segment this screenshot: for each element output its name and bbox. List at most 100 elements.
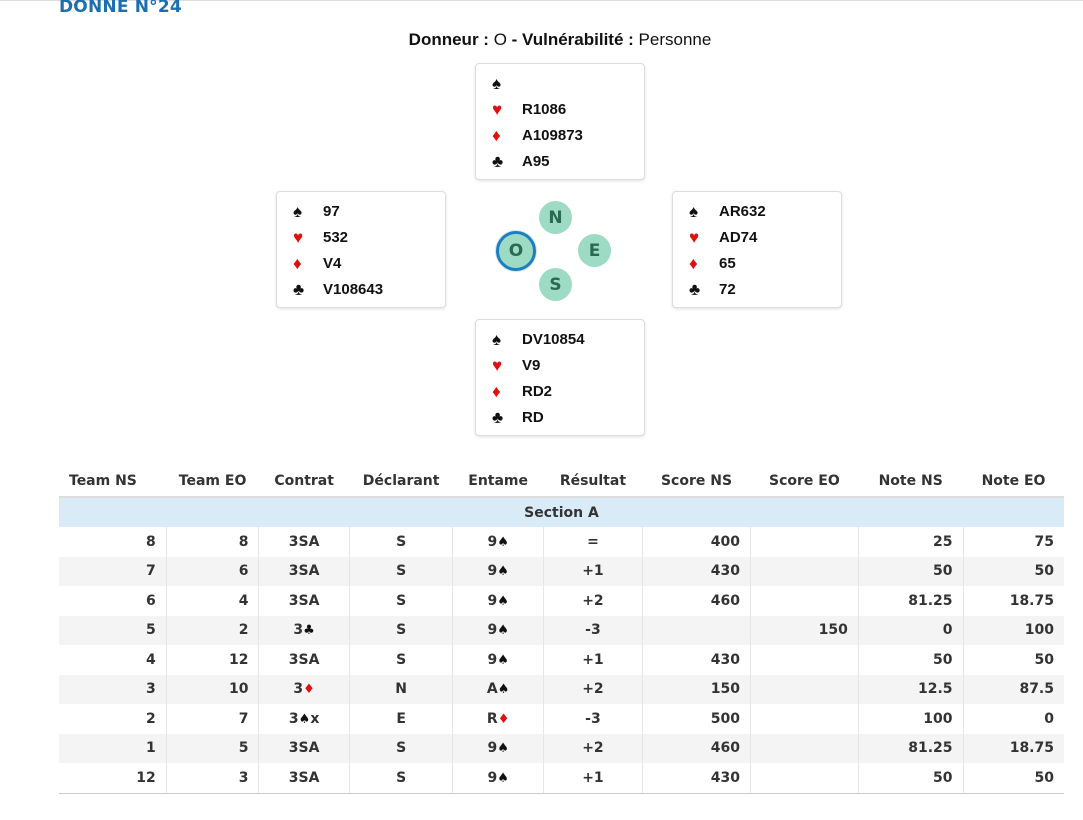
hand-row-hearts: ♥ AD74 <box>673 224 841 250</box>
table-row: 2 7 3♠x E R♦ -3 500 100 0 <box>59 704 1064 734</box>
cell-lead: 9♠ <box>452 527 544 557</box>
cell-lead: 9♠ <box>452 556 544 586</box>
dealer-label: Donneur : <box>408 30 489 49</box>
hand-row-spades: ♠ <box>476 70 644 96</box>
cell-contract: 3SA <box>258 556 350 586</box>
cell-lead: 9♠ <box>452 763 544 794</box>
result-value: = <box>587 533 599 550</box>
lead-suit-icon: ♠ <box>497 741 509 757</box>
cell-score-eo <box>750 674 859 704</box>
note-eo-value: 50 <box>1034 769 1054 786</box>
cell-contract: 3SA <box>258 763 350 794</box>
header-score-ns: Score NS <box>660 473 733 489</box>
note-ns-value: 50 <box>933 563 953 580</box>
note-eo-value: 100 <box>1024 622 1054 639</box>
diamond-icon: ♦ <box>492 125 501 145</box>
result-value: +1 <box>582 651 604 668</box>
cell-score-ns: 150 <box>642 674 751 704</box>
club-icon: ♣ <box>293 279 305 299</box>
score-ns-value: 500 <box>710 710 740 727</box>
section-row: Section A <box>59 497 1064 527</box>
cell-score-eo <box>750 733 859 763</box>
declarer-value: S <box>396 740 407 757</box>
note-ns-value: 12.5 <box>917 681 953 698</box>
cell-team-ns: 4 <box>59 645 167 675</box>
team-ns-value: 6 <box>145 592 156 609</box>
compass-east: E <box>578 234 611 267</box>
table-row: 8 8 3SA S 9♠ = 400 25 75 <box>59 527 1064 557</box>
team-eo-value: 2 <box>238 622 249 639</box>
vulnerability-value: Personne <box>638 30 712 49</box>
cell-result: = <box>543 527 644 557</box>
cards-hearts: 532 <box>323 228 349 246</box>
compass-south: S <box>539 268 572 301</box>
contract-value: 3 <box>293 681 304 698</box>
cell-note-eo: 50 <box>963 556 1064 586</box>
note-ns-value: 0 <box>942 622 953 639</box>
contract-value: 3SA <box>288 592 320 609</box>
cell-team-eo: 12 <box>166 645 260 675</box>
cell-note-ns: 50 <box>858 645 964 675</box>
spade-icon: ♠ <box>492 329 502 349</box>
cell-score-eo: 150 <box>750 615 859 645</box>
cell-result: +1 <box>543 763 644 794</box>
cell-note-eo: 18.75 <box>963 586 1064 616</box>
cell-contract: 3SA <box>258 645 350 675</box>
cell-lead: R♦ <box>452 704 544 734</box>
results-table: Team NS Team EO Contrat Déclarant Entame… <box>59 466 1064 794</box>
table-row: 5 2 3♣ S 9♠ -3 150 0 100 <box>59 615 1064 645</box>
cards-diamonds: V4 <box>323 254 342 272</box>
note-eo-value: 18.75 <box>1009 740 1054 757</box>
cell-note-ns: 25 <box>858 527 964 557</box>
note-ns-value: 50 <box>933 769 953 786</box>
cell-contract: 3♣ <box>258 615 350 645</box>
contract-value: 3SA <box>288 563 320 580</box>
diamond-icon: ♦ <box>689 253 698 273</box>
cell-declarer: S <box>349 733 454 763</box>
diamond-icon: ♦ <box>492 381 501 401</box>
cell-declarer: S <box>349 586 454 616</box>
note-ns-value: 50 <box>933 651 953 668</box>
score-ns-value: 430 <box>710 651 740 668</box>
hand-row-clubs: ♣ V108643 <box>277 276 445 302</box>
heart-icon: ♥ <box>689 227 700 247</box>
cards-clubs: 72 <box>719 280 736 298</box>
cell-declarer: N <box>349 674 454 704</box>
club-icon: ♣ <box>492 407 504 427</box>
lead-suit-icon: ♠ <box>497 652 509 668</box>
hand-row-hearts: ♥ R1086 <box>476 96 644 122</box>
cell-team-eo: 2 <box>166 615 260 645</box>
team-eo-value: 12 <box>228 651 249 668</box>
declarer-value: S <box>396 533 407 550</box>
hand-south: ♠ DV10854 ♥ V9 ♦ RD2 ♣ RD <box>475 319 645 436</box>
cell-declarer: S <box>349 527 454 557</box>
table-row: 12 3 3SA S 9♠ +1 430 50 50 <box>59 763 1064 794</box>
lead-suit-icon: ♠ <box>497 682 510 698</box>
declarer-value: S <box>396 769 407 786</box>
cell-lead: 9♠ <box>452 645 544 675</box>
cell-note-eo: 100 <box>963 615 1064 645</box>
cell-team-eo: 8 <box>166 527 260 557</box>
cell-result: +1 <box>543 556 644 586</box>
header-lead: Entame <box>468 473 529 489</box>
score-ns-value: 150 <box>710 681 740 698</box>
cell-note-eo: 18.75 <box>963 733 1064 763</box>
header-score-eo: Score EO <box>769 473 840 489</box>
heart-icon: ♥ <box>293 227 304 247</box>
lead-suit-icon: ♠ <box>497 534 509 550</box>
lead-rank: R <box>486 710 498 727</box>
lead-suit-icon: ♦ <box>497 711 510 727</box>
cell-result: +2 <box>543 733 644 763</box>
cell-lead: A♠ <box>452 674 544 704</box>
lead-rank: A <box>486 681 498 698</box>
hand-row-diamonds: ♦ V4 <box>277 250 445 276</box>
cell-team-eo: 6 <box>166 556 260 586</box>
hand-row-spades: ♠ DV10854 <box>476 326 644 352</box>
cell-lead: 9♠ <box>452 733 544 763</box>
cards-clubs: A95 <box>522 152 550 170</box>
declarer-value: S <box>396 592 407 609</box>
lead-rank: 9 <box>487 563 498 580</box>
header-note-eo: Note EO <box>981 473 1046 489</box>
club-icon: ♣ <box>689 279 701 299</box>
result-value: -3 <box>585 710 601 727</box>
